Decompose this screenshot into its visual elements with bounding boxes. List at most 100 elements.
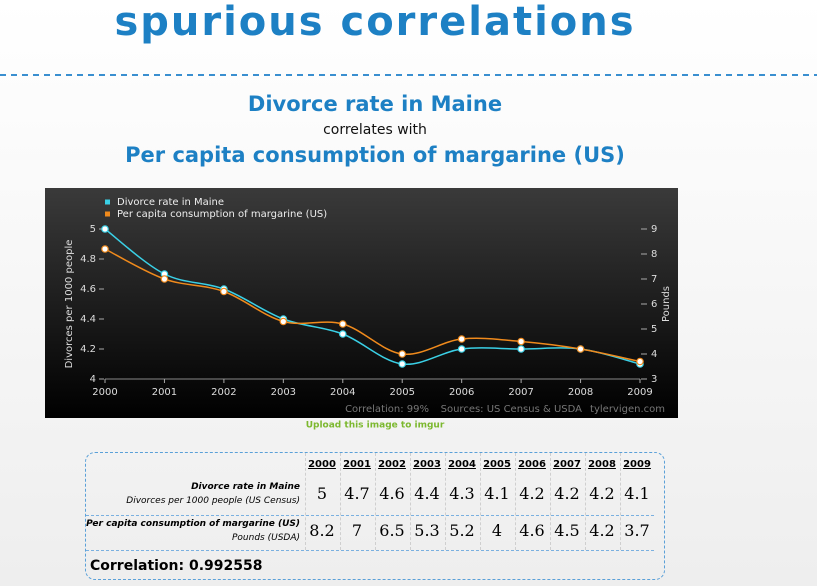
year-header: 2008 [588, 459, 616, 470]
x-tick-label: 2005 [389, 387, 414, 398]
point [636, 357, 644, 366]
cell-value: 4.2 [589, 484, 615, 503]
column-divider [305, 453, 306, 550]
point [398, 360, 407, 368]
table-correlation: Correlation: 0.992558 [90, 558, 263, 574]
series-line [104, 248, 641, 363]
column-divider [340, 453, 341, 550]
cell-value: 4.2 [589, 521, 615, 540]
footer-correlation: Correlation: 99% [345, 404, 429, 415]
point [101, 225, 109, 233]
y-tick-label: 4.4 [80, 314, 96, 325]
cell-value: 4.6 [519, 521, 545, 540]
x-tick-label: 2006 [449, 387, 474, 398]
series-line [104, 228, 641, 365]
upload-link[interactable]: Upload this image to imgur [306, 421, 445, 431]
point [338, 330, 347, 338]
row-name: Divorce rate in Maine [191, 482, 300, 492]
column-divider [550, 453, 551, 550]
point [101, 245, 109, 253]
x-tick-label: 2007 [508, 387, 533, 398]
legend-label: Per capita consumption of margarine (US) [117, 209, 327, 220]
y2-tick-label: 4 [651, 349, 657, 360]
heading-line2: Per capita consumption of margarine (US) [125, 143, 625, 167]
column-divider [375, 453, 376, 550]
y2-tick-label: 5 [651, 324, 657, 335]
x-tick-label: 2001 [152, 387, 177, 398]
point [220, 287, 228, 296]
y2-axis-label: Pounds [661, 286, 672, 322]
point [576, 345, 585, 353]
y2-tick-label: 8 [651, 249, 657, 260]
cell-value: 8.2 [309, 521, 335, 540]
column-divider [515, 453, 516, 550]
cell-value: 4.7 [344, 484, 370, 503]
y2-tick-label: 6 [651, 299, 657, 310]
y2-tick-label: 3 [651, 374, 657, 385]
cell-value: 4.4 [414, 484, 440, 503]
cell-value: 4.6 [379, 484, 405, 503]
point [517, 345, 525, 353]
column-divider [410, 453, 411, 550]
y-tick-label: 5 [90, 224, 96, 235]
legend-swatch [105, 211, 110, 217]
year-header: 2009 [623, 459, 651, 470]
cell-value: 5 [316, 484, 328, 503]
heading-line1: Divorce rate in Maine [248, 92, 502, 116]
column-divider [445, 453, 446, 550]
y-axis-label: Divorces per 1000 people [64, 240, 75, 369]
cell-value: 4.2 [554, 484, 580, 503]
year-header: 2006 [518, 459, 546, 470]
cell-value: 5.2 [449, 521, 475, 540]
legend-swatch [105, 199, 110, 205]
point [160, 275, 169, 283]
cell-value: 4.1 [624, 484, 650, 503]
column-divider [585, 453, 586, 550]
y-tick-label: 4.8 [80, 254, 96, 265]
cell-value: 4.5 [554, 521, 580, 540]
y-tick-label: 4.6 [80, 284, 96, 295]
point [279, 317, 288, 326]
cell-value: 4.1 [484, 484, 510, 503]
cell-value: 7 [351, 521, 363, 540]
row-name: Per capita consumption of margarine (US) [86, 519, 300, 529]
footer-credit: tylervigen.com [590, 404, 665, 415]
y2-tick-label: 9 [651, 224, 657, 235]
x-tick-label: 2004 [330, 387, 355, 398]
year-header: 2001 [343, 459, 371, 470]
cell-value: 4.3 [449, 484, 475, 503]
year-header: 2004 [448, 459, 476, 470]
site-title[interactable]: spurious correlations [114, 0, 635, 45]
point [517, 337, 525, 346]
cell-value: 3.7 [624, 521, 650, 540]
x-tick-label: 2008 [568, 387, 593, 398]
point [457, 345, 466, 353]
column-divider [480, 453, 481, 550]
year-header: 2000 [308, 459, 336, 470]
cell-value: 6.5 [379, 521, 405, 540]
year-header: 2003 [413, 459, 441, 470]
row-divider [86, 550, 654, 551]
chart-background [45, 188, 678, 418]
heading-connector: correlates with [323, 122, 427, 138]
y-tick-label: 4 [90, 374, 96, 385]
x-tick-label: 2000 [92, 387, 117, 398]
cell-value: 4.2 [519, 484, 545, 503]
year-header: 2007 [553, 459, 581, 470]
row-divider [86, 515, 654, 516]
row-unit: Divorces per 1000 people (US Census) [126, 496, 300, 506]
column-divider [620, 453, 621, 550]
year-header: 2002 [378, 459, 406, 470]
point [398, 350, 407, 358]
y-tick-label: 4.2 [80, 344, 96, 355]
year-header: 2005 [483, 459, 511, 470]
x-tick-label: 2009 [627, 387, 652, 398]
cell-value: 5.3 [414, 521, 440, 540]
footer-sources: Sources: US Census & USDA [441, 404, 583, 415]
point [338, 320, 347, 328]
x-tick-label: 2002 [211, 387, 236, 398]
row-unit: Pounds (USDA) [231, 533, 300, 543]
cell-value: 4 [491, 521, 503, 540]
